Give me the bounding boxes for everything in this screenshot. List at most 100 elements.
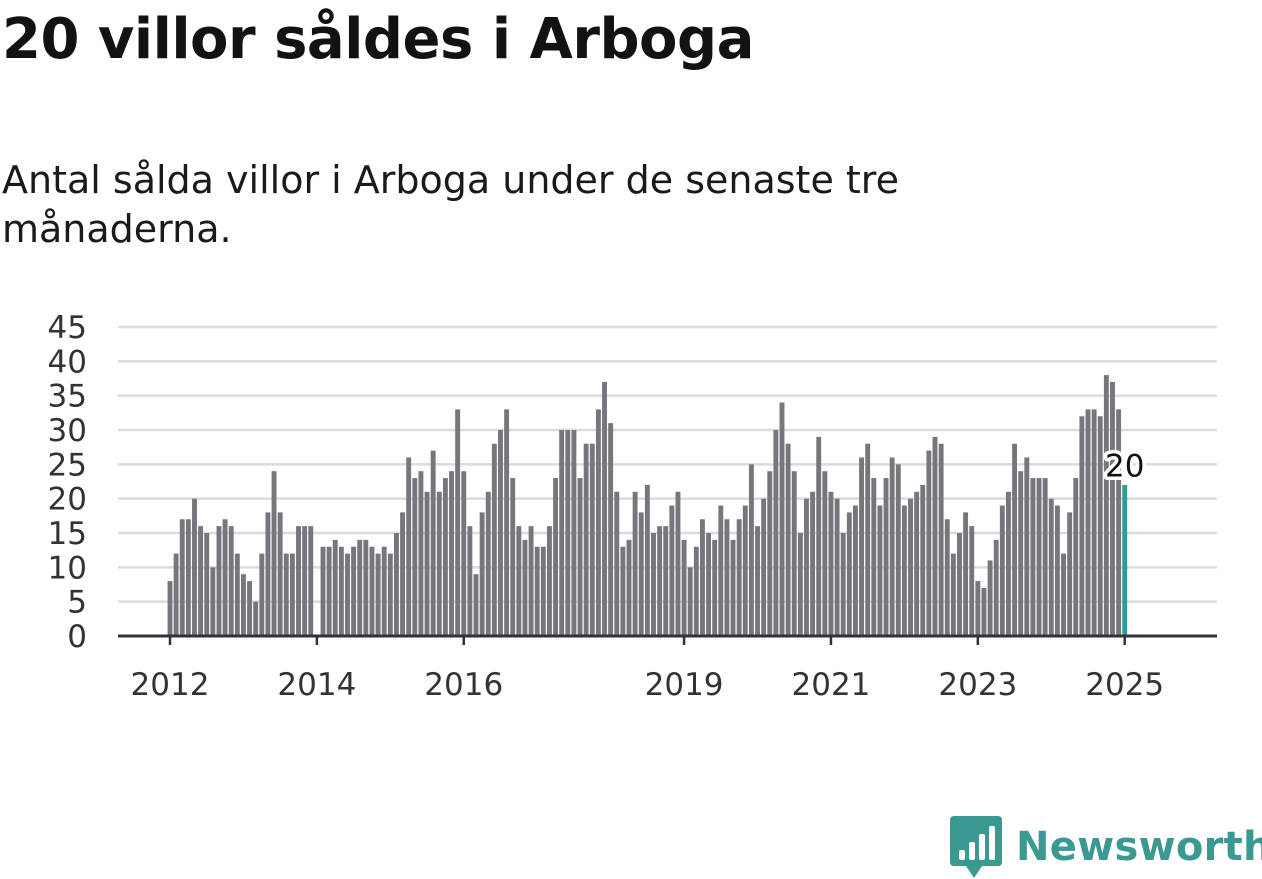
bars — [167, 375, 1128, 636]
data-labels: 20 — [1101, 445, 1147, 488]
bar — [332, 539, 338, 636]
x-tick-label: 2021 — [792, 667, 871, 703]
bar — [216, 526, 222, 636]
bar — [718, 505, 724, 636]
bar — [926, 450, 932, 636]
bar — [1061, 553, 1066, 636]
bar — [400, 512, 406, 636]
bar — [773, 430, 779, 636]
bar — [810, 491, 816, 636]
bar — [1005, 491, 1011, 636]
bar — [589, 443, 595, 636]
bar — [852, 505, 858, 636]
bar — [644, 484, 650, 636]
bar — [1097, 416, 1103, 636]
y-tick-label: 25 — [48, 447, 87, 483]
bar — [620, 546, 626, 636]
bar — [883, 478, 889, 636]
bar — [455, 409, 461, 636]
bar — [761, 498, 767, 636]
bar — [308, 526, 314, 636]
bar — [167, 581, 173, 636]
bar — [289, 553, 295, 636]
bar — [632, 491, 638, 636]
bar — [1018, 471, 1024, 636]
bar — [1073, 478, 1079, 636]
bar — [895, 464, 901, 636]
bar — [950, 553, 956, 636]
bar — [277, 512, 283, 636]
bar — [449, 471, 454, 636]
bar — [748, 464, 754, 636]
bar — [736, 519, 742, 636]
bar — [889, 457, 895, 636]
bar — [816, 436, 822, 636]
x-tick-label: 2025 — [1085, 667, 1164, 703]
bar — [626, 539, 632, 636]
bar — [577, 478, 583, 636]
bar — [528, 526, 534, 636]
bar — [546, 526, 552, 636]
bar — [724, 519, 730, 636]
bar — [932, 436, 938, 636]
bar — [755, 526, 760, 636]
bar — [602, 381, 607, 636]
bar — [424, 491, 430, 636]
brand: Newsworthy — [950, 816, 1262, 878]
bar — [1024, 457, 1030, 636]
bar — [822, 471, 828, 636]
bar — [436, 491, 442, 636]
bar — [345, 553, 350, 636]
bar — [228, 526, 234, 636]
bar — [797, 533, 803, 636]
bar — [240, 574, 246, 636]
bar — [908, 498, 913, 636]
bar — [608, 423, 614, 636]
bar — [957, 533, 962, 636]
x-tick-label: 2014 — [277, 667, 356, 703]
y-tick-label: 0 — [67, 619, 87, 655]
bar — [920, 484, 926, 636]
bar — [553, 478, 559, 636]
bar — [651, 533, 656, 636]
bar — [595, 409, 601, 636]
bar — [406, 457, 412, 636]
bar — [1091, 409, 1097, 636]
bar — [442, 478, 448, 636]
bar — [540, 546, 546, 636]
x-axis-tick-labels: 2012 2014 2016 2019 2021 2023 2025 — [131, 636, 1164, 703]
bar — [485, 491, 491, 636]
bar — [516, 526, 522, 636]
bar-highlight — [1122, 484, 1128, 636]
bar — [461, 471, 467, 636]
bar — [192, 498, 197, 636]
y-tick-label: 35 — [48, 379, 87, 415]
bar — [510, 478, 516, 636]
bar — [681, 539, 687, 636]
bar — [363, 539, 369, 636]
bar — [338, 546, 344, 636]
bar — [522, 539, 528, 636]
bar — [1103, 375, 1109, 636]
bar — [791, 471, 797, 636]
bar — [846, 512, 852, 636]
bar — [877, 505, 883, 636]
bar — [693, 546, 699, 636]
bar — [222, 519, 228, 636]
y-tick-label: 5 — [67, 585, 87, 621]
bar — [375, 553, 381, 636]
bar — [265, 512, 271, 636]
bar — [259, 553, 265, 636]
bar — [804, 498, 809, 636]
bar — [969, 526, 975, 636]
y-tick-label: 15 — [48, 516, 87, 552]
bar — [302, 526, 308, 636]
bar — [387, 553, 393, 636]
bar — [247, 581, 253, 636]
y-tick-label: 45 — [48, 310, 87, 346]
bar — [687, 567, 693, 636]
bar — [1085, 409, 1091, 636]
bar — [283, 553, 289, 636]
bar — [571, 430, 577, 636]
